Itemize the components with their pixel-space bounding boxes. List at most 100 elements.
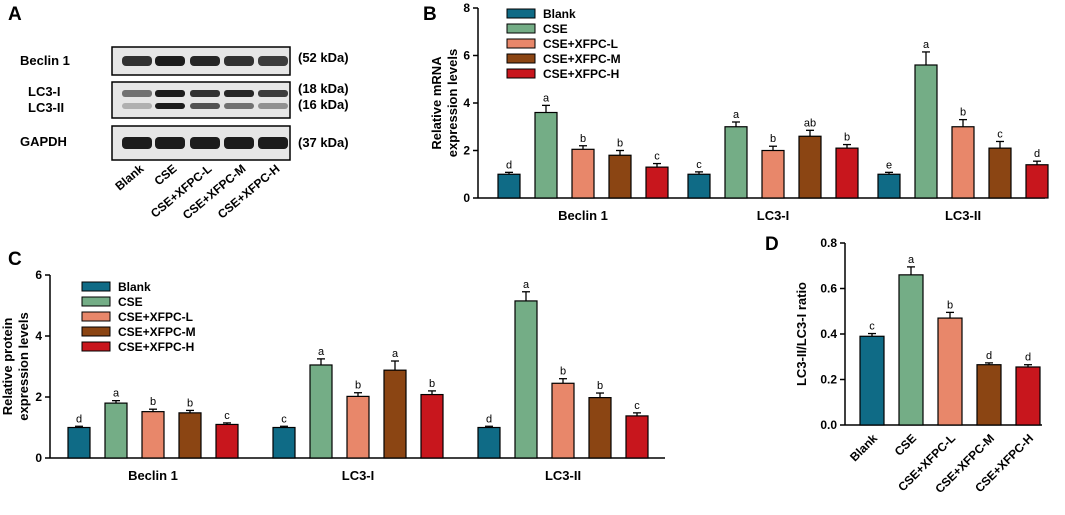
- blot-label-lc3-i: LC3-I: [28, 84, 61, 99]
- significance-letter: c: [869, 321, 875, 333]
- chart-d-ratio: 0.0 0.2 0.4 0.6 0.8 LC3-II/LC3-I ratio c Blank a…: [794, 236, 1042, 496]
- bar-cse-xfpc-l-lc3-i: [346, 395, 370, 459]
- significance-letter: d: [76, 413, 82, 425]
- y-tick-label: 4: [35, 329, 42, 343]
- blot-row-frame: [111, 81, 291, 119]
- legend-swatch-cse-xfpc-l: [81, 311, 111, 322]
- y-tick-label: 6: [463, 49, 470, 63]
- significance-letter: a: [543, 92, 550, 104]
- y-tick-label: 0: [463, 191, 470, 205]
- blot-band-beclin1: [258, 56, 288, 66]
- legend-label-cse: CSE: [543, 22, 568, 36]
- blot-band-beclin1: [122, 56, 152, 66]
- blot-band-lc3-ii: [155, 103, 185, 109]
- x-category-label: LC3-I: [757, 208, 790, 223]
- significance-letter: c: [281, 413, 287, 425]
- significance-letter: a: [733, 109, 740, 121]
- legend-label-cse-xfpc-l: CSE+XFPC-L: [118, 310, 193, 324]
- blot-band-lc3-i: [190, 90, 220, 97]
- bar-cse-xfpc-m: [976, 364, 1002, 426]
- legend-label-cse-xfpc-l: CSE+XFPC-L: [543, 37, 618, 51]
- bar-cse-lc3-i: [724, 126, 748, 199]
- bar-blank-beclin-1: [497, 173, 521, 199]
- significance-letter: b: [770, 133, 776, 145]
- significance-letter: a: [908, 254, 915, 266]
- panel-label-a: A: [8, 4, 22, 25]
- significance-letter: d: [986, 350, 992, 362]
- y-tick-label: 0.8: [820, 236, 837, 250]
- significance-letter: a: [113, 388, 120, 400]
- blot-band-beclin1: [155, 56, 185, 66]
- y-axis-label: expression levels: [16, 312, 31, 420]
- legend-swatch-cse-xfpc-m: [506, 53, 536, 64]
- significance-letter: b: [187, 397, 193, 409]
- blot-lane-label-cse: CSE: [152, 162, 180, 189]
- blot-label-gapdh: GAPDH: [20, 134, 67, 149]
- panel-label-b: B: [423, 4, 437, 25]
- blot-lane-label-blank: Blank: [112, 161, 146, 193]
- significance-letter: b: [597, 380, 603, 392]
- significance-letter: b: [580, 133, 586, 145]
- blot-size-gapdh: (37 kDa): [298, 135, 349, 150]
- significance-letter: b: [617, 138, 623, 150]
- bar-blank: [859, 335, 885, 426]
- blot-band-gapdh: [224, 137, 254, 149]
- bar-cse-xfpc-l-beclin-1: [141, 411, 165, 459]
- legend-label-cse: CSE: [118, 295, 143, 309]
- significance-letter: b: [150, 396, 156, 408]
- blot-size-beclin1: (52 kDa): [298, 50, 349, 65]
- legend-label-cse-xfpc-m: CSE+XFPC-M: [543, 52, 621, 66]
- y-axis-label: Relative protein: [0, 318, 15, 416]
- bar-cse-xfpc-l-lc3-i: [761, 149, 785, 199]
- y-tick-label: 0.4: [820, 327, 837, 341]
- y-tick-label: 8: [463, 1, 470, 15]
- legend-label-cse-xfpc-m: CSE+XFPC-M: [118, 325, 196, 339]
- x-category-label: LC3-I: [342, 468, 375, 483]
- bar-cse-lc3-ii: [514, 300, 538, 459]
- significance-letter: b: [960, 107, 966, 119]
- significance-letter: c: [997, 128, 1003, 140]
- blot-band-lc3-ii: [190, 103, 220, 109]
- x-category-label: LC3-II: [545, 468, 581, 483]
- significance-letter: d: [1025, 352, 1031, 364]
- bar-cse-lc3-ii: [914, 64, 938, 199]
- x-category-label: CSE: [892, 431, 919, 458]
- significance-letter: d: [486, 413, 492, 425]
- legend-label-cse-xfpc-h: CSE+XFPC-H: [118, 340, 194, 354]
- bar-cse-xfpc-m-lc3-ii: [588, 397, 612, 459]
- significance-letter: b: [844, 132, 850, 144]
- bar-blank-beclin-1: [67, 426, 91, 459]
- y-axis-label: expression levels: [445, 49, 460, 157]
- bar-cse-xfpc-h-lc3-i: [420, 393, 444, 459]
- legend-swatch-blank: [506, 8, 536, 19]
- y-tick-label: 2: [463, 144, 470, 158]
- bar-cse-xfpc-h-lc3-ii: [1025, 164, 1049, 199]
- x-category-label: Blank: [847, 431, 880, 464]
- y-tick-label: 0.0: [820, 418, 837, 432]
- significance-letter: ab: [804, 117, 816, 129]
- x-category-label: LC3-II: [945, 208, 981, 223]
- blot-band-gapdh: [258, 137, 288, 149]
- significance-letter: c: [696, 159, 702, 171]
- bar-cse-xfpc-h-beclin-1: [645, 166, 669, 199]
- blot-label-lc3-ii: LC3-II: [28, 100, 64, 115]
- bar-cse-xfpc-m-lc3-i: [798, 135, 822, 199]
- y-tick-label: 0.2: [820, 373, 837, 387]
- y-tick-label: 2: [35, 390, 42, 404]
- bar-cse: [898, 274, 924, 426]
- blot-band-beclin1: [190, 56, 220, 66]
- y-axis-label: Relative mRNA: [429, 56, 444, 150]
- blot-band-gapdh: [122, 137, 152, 149]
- bar-cse-beclin-1: [104, 402, 128, 459]
- blot-band-gapdh: [155, 137, 185, 149]
- bar-cse-beclin-1: [534, 111, 558, 199]
- bar-cse-xfpc-m-beclin-1: [608, 154, 632, 199]
- blot-band-lc3-i: [224, 90, 254, 97]
- significance-letter: b: [355, 380, 361, 392]
- blot-band-lc3-i: [258, 90, 288, 97]
- panel-label-c: C: [8, 249, 22, 270]
- bar-cse-lc3-i: [309, 364, 333, 459]
- significance-letter: b: [947, 299, 953, 311]
